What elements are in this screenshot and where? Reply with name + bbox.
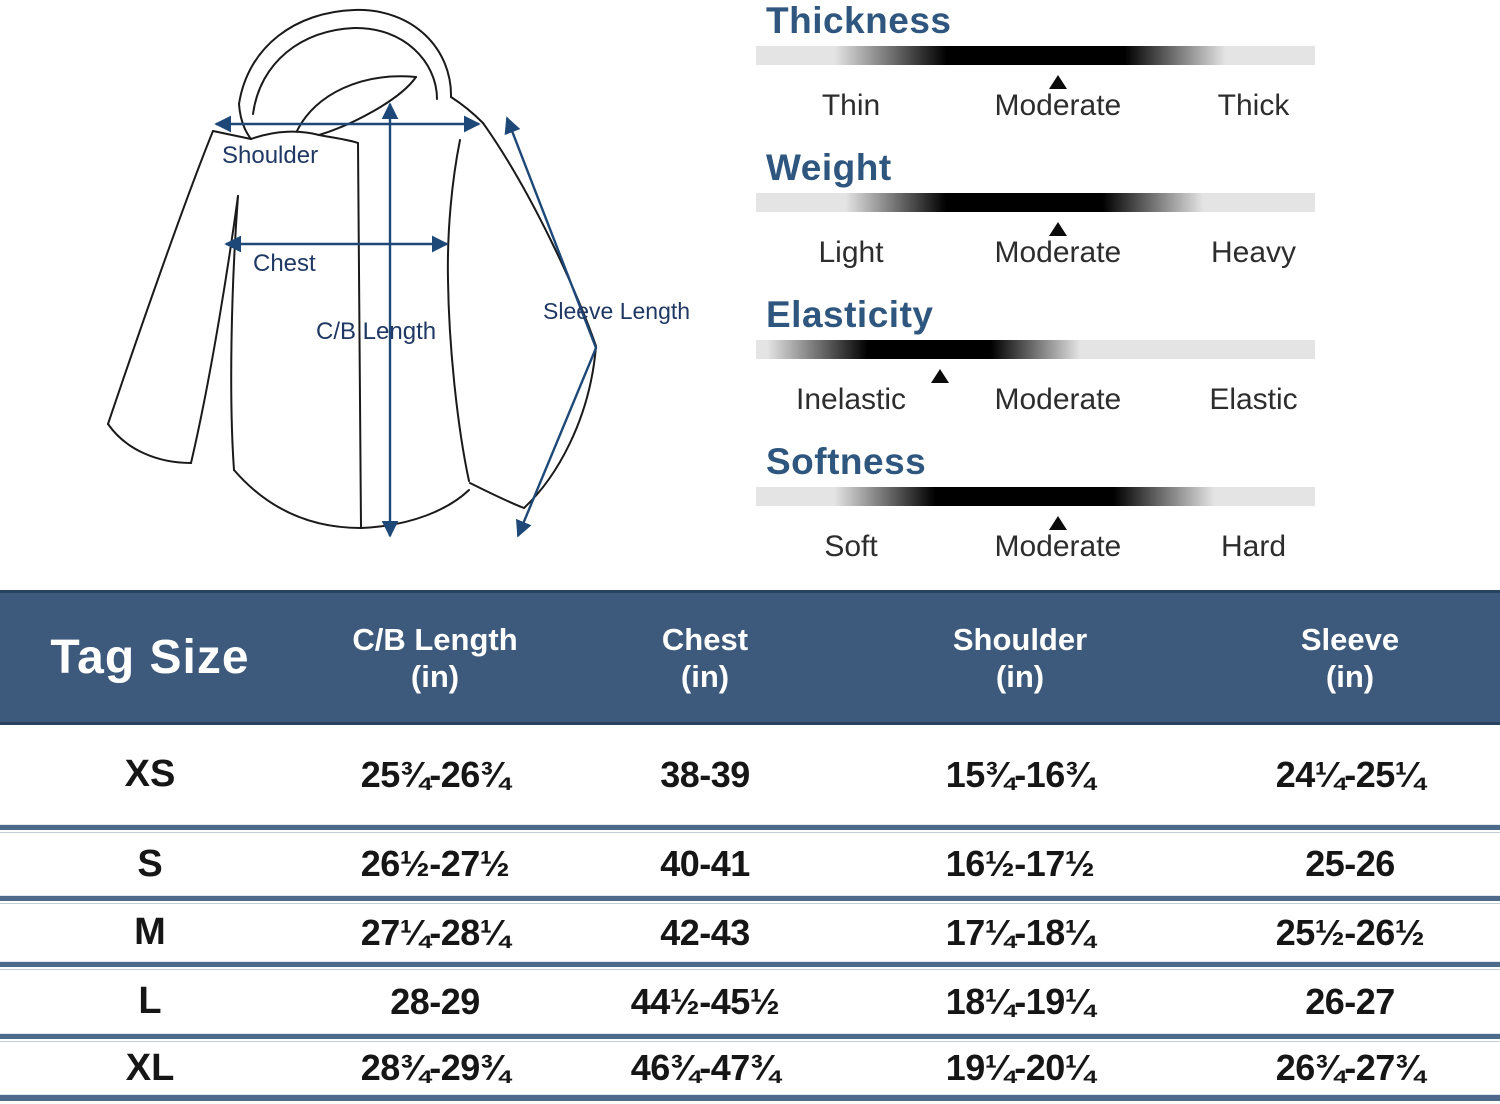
measurement-arrows	[214, 102, 598, 538]
cell-cb-length: 26½-27½	[360, 843, 510, 884]
row-divider	[0, 1033, 1500, 1042]
scale-label-inelastic: Inelastic	[795, 383, 907, 416]
cell-sleeve: 25½-26½	[1275, 911, 1425, 953]
scale-label-soft: Soft	[824, 530, 878, 563]
table-row-l: L 28-29 44½-45½ 18¼-19¼ 26-27	[0, 970, 1500, 1033]
cell-chest: 44½-45½	[630, 980, 780, 1022]
cell-cb-length: 25¾-26¾	[360, 753, 510, 795]
cell-size: M	[134, 911, 166, 953]
table-row-s: S 26½-27½ 40-41 16½-17½ 25-26	[0, 833, 1500, 895]
marker-triangle-thickness	[1048, 75, 1067, 89]
marker-triangle-weight	[1048, 222, 1067, 236]
header-cb-length: C/B Length (in)	[352, 621, 518, 694]
attribute-scale-softness: Softness Soft Moderate Hard	[756, 441, 1315, 588]
row-divider	[0, 895, 1500, 904]
cell-cb-length: 27¼-28¼	[360, 911, 510, 953]
scale-label-elastic: Elastic	[1209, 383, 1298, 416]
scale-label-heavy: Heavy	[1210, 236, 1297, 269]
table-row-xl: XL 28¾-29¾ 46¾-47¾ 19¼-20¼ 26¾-27¾	[0, 1042, 1500, 1094]
scale-title-elasticity: Elasticity	[766, 294, 934, 335]
gradient-bar-thickness	[756, 46, 1315, 65]
attribute-scale-thickness: Thickness Thin Moderate Thick	[756, 0, 1315, 147]
gradient-bar-elasticity	[756, 340, 1315, 359]
jacket-outline	[107, 8, 597, 529]
cell-sleeve: 26-27	[1305, 980, 1395, 1022]
cell-size: XS	[124, 753, 176, 795]
cell-shoulder: 19¼-20¼	[945, 1047, 1095, 1088]
sleeve-length-arrow	[504, 116, 598, 538]
cell-shoulder: 18¼-19¼	[945, 980, 1095, 1022]
attribute-scale-weight: Weight Light Moderate Heavy	[756, 147, 1315, 294]
scale-label-moderate: Moderate	[994, 383, 1122, 416]
cell-size: S	[137, 842, 163, 885]
scale-label-thin: Thin	[821, 89, 881, 122]
scale-title-weight: Weight	[766, 147, 892, 188]
table-row-xs: XS 25¾-26¾ 38-39 15¾-16¾ 24¼-25¼	[0, 725, 1500, 824]
cell-size: XL	[125, 1046, 175, 1089]
scale-label-moderate: Moderate	[994, 530, 1122, 563]
table-bottom-border	[0, 1094, 1500, 1104]
header-shoulder: Shoulder (in)	[952, 621, 1088, 694]
cell-chest: 38-39	[660, 753, 750, 795]
top-section: Shoulder Chest C/B Length Sleeve Length …	[107, 0, 1315, 588]
gradient-bar-weight	[756, 193, 1315, 212]
header-tag-size: Tag Size	[50, 630, 250, 684]
jacket-measurement-diagram: Shoulder Chest C/B Length Sleeve Length	[107, 8, 690, 538]
table-row-m: M 27¼-28¼ 42-43 17¼-18¼ 25½-26½	[0, 904, 1500, 961]
cell-sleeve: 25-26	[1305, 843, 1395, 884]
row-divider	[0, 824, 1500, 833]
scale-label-thick: Thick	[1217, 89, 1290, 122]
cell-chest: 46¾-47¾	[630, 1047, 780, 1088]
chest-label: Chest	[253, 250, 316, 277]
sleeve-length-label: Sleeve Length	[543, 298, 690, 324]
header-sleeve: Sleeve (in)	[1300, 621, 1400, 694]
header-chest: Chest (in)	[661, 621, 749, 694]
cell-cb-length: 28-29	[390, 980, 480, 1022]
size-table: Tag Size C/B Length (in) Chest (in) Shou…	[0, 590, 1500, 1104]
cell-shoulder: 15¾-16¾	[945, 753, 1095, 795]
size-table-header: Tag Size C/B Length (in) Chest (in) Shou…	[0, 590, 1500, 725]
cell-chest: 40-41	[660, 843, 750, 884]
scale-label-moderate: Moderate	[994, 89, 1122, 122]
cell-cb-length: 28¾-29¾	[360, 1047, 510, 1088]
cb-length-label: C/B Length	[316, 318, 436, 345]
cell-size: L	[138, 980, 162, 1022]
fabric-attributes-panel: Thickness Thin Moderate Thick Weight Lig…	[756, 0, 1315, 588]
attribute-scale-elasticity: Elasticity Inelastic Moderate Elastic	[756, 294, 1315, 441]
scale-label-light: Light	[818, 236, 884, 269]
scale-label-hard: Hard	[1220, 530, 1287, 563]
cell-chest: 42-43	[660, 911, 750, 953]
cell-shoulder: 16½-17½	[945, 843, 1095, 884]
row-divider	[0, 961, 1500, 970]
scale-title-softness: Softness	[766, 441, 927, 482]
cell-sleeve: 26¾-27¾	[1275, 1047, 1425, 1088]
cell-sleeve: 24¼-25¼	[1275, 753, 1425, 795]
scale-label-moderate: Moderate	[994, 236, 1122, 269]
marker-triangle-softness	[1048, 516, 1067, 530]
cell-shoulder: 17¼-18¼	[945, 911, 1095, 953]
marker-triangle-elasticity	[931, 369, 950, 383]
gradient-bar-softness	[756, 487, 1315, 506]
shoulder-label: Shoulder	[222, 142, 318, 169]
scale-title-thickness: Thickness	[766, 0, 952, 41]
